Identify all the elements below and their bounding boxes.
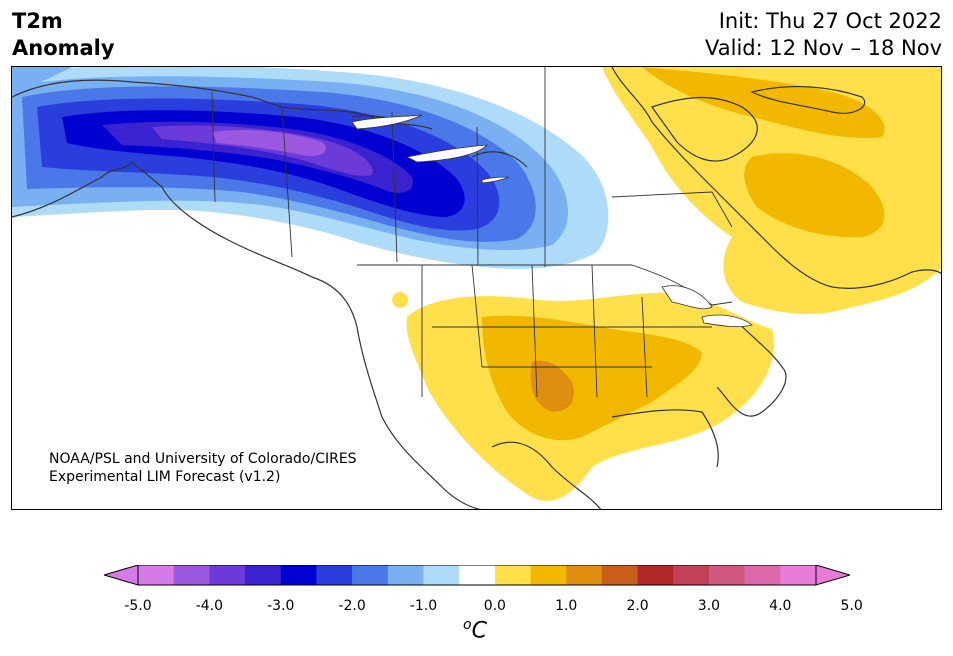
init-date: Init: Thu 27 Oct 2022 — [718, 9, 942, 33]
colorbar-cell — [352, 565, 389, 585]
colorbar-tick-label: 1.0 — [555, 598, 578, 614]
forecast-dates: Init: Thu 27 Oct 2022 Valid: 12 Nov – 18… — [705, 8, 942, 62]
colorbar-tick-label: 0.0 — [483, 598, 506, 614]
colorbar-tick-label: -3.0 — [267, 598, 295, 614]
colorbar-tick-label: 4.0 — [769, 598, 792, 614]
unit-degree: o — [463, 617, 472, 633]
warm-anomaly-us — [392, 292, 774, 501]
coastlines — [12, 67, 941, 509]
warm-anomaly-canada — [602, 67, 941, 314]
title-line-1: T2m — [12, 9, 63, 33]
colorbar-cell — [280, 565, 317, 585]
colorbar-cell — [209, 565, 246, 585]
colorbar-cell — [173, 565, 210, 585]
colorbar-cell — [530, 565, 567, 585]
anomaly-map — [11, 66, 942, 510]
attribution-line-2: Experimental LIM Forecast (v1.2) — [49, 469, 281, 485]
colorbar-cell — [637, 565, 674, 585]
lakes — [351, 114, 753, 328]
colorbar-outline — [137, 565, 817, 586]
political-borders — [211, 67, 733, 398]
attribution: NOAA/PSL and University of Colorado/CIRE… — [49, 450, 357, 486]
colorbar-cell — [744, 565, 781, 585]
colorbar-cell — [494, 565, 532, 585]
cold-anomaly — [12, 67, 609, 269]
colorbar-cell — [566, 565, 603, 585]
unit-text: C — [471, 618, 487, 644]
colorbar-cell — [708, 565, 746, 585]
colorbar-underflow — [104, 565, 139, 586]
map-canvas — [12, 67, 941, 509]
colorbar-cell — [601, 565, 639, 585]
colorbar-cell — [780, 565, 817, 585]
colorbar-tick-label: 5.0 — [840, 598, 863, 614]
title-line-2: Anomaly — [12, 36, 115, 60]
valid-range: Valid: 12 Nov – 18 Nov — [705, 36, 942, 60]
colorbar-cell — [138, 565, 175, 585]
colorbar-tick-label: 2.0 — [626, 598, 649, 614]
colorbar-tick-label: -1.0 — [409, 598, 438, 614]
colorbar-cell — [245, 565, 282, 585]
attribution-line-1: NOAA/PSL and University of Colorado/CIRE… — [49, 451, 357, 467]
colorbar-tick-label: -4.0 — [195, 598, 224, 614]
colorbar-cell — [459, 565, 496, 585]
colorbar-cell — [423, 565, 460, 585]
unit-label: oC — [463, 617, 487, 643]
colorbar-overflow — [815, 565, 850, 586]
colorbar-cell — [387, 565, 424, 585]
colorbar — [104, 565, 850, 586]
colorbar-cell — [316, 565, 353, 585]
colorbar-cells — [138, 565, 817, 585]
colorbar-tick-label: 3.0 — [697, 598, 721, 614]
map-title: T2m Anomaly — [12, 8, 115, 62]
colorbar-cell — [673, 565, 710, 585]
colorbar-tick-label: -2.0 — [338, 598, 366, 614]
colorbar-tick-label: -5.0 — [124, 598, 152, 614]
